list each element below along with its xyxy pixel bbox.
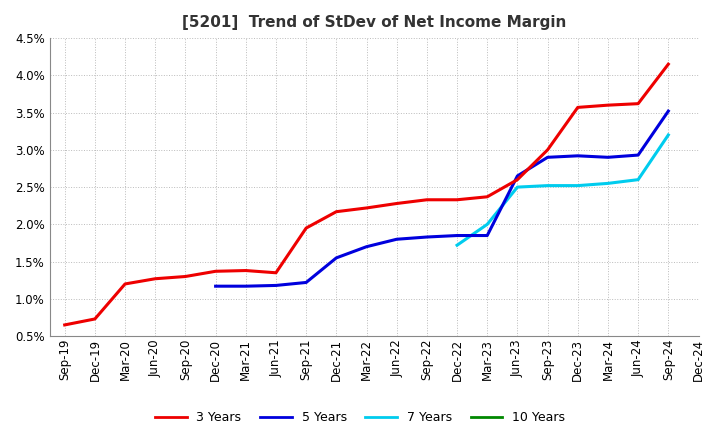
Legend: 3 Years, 5 Years, 7 Years, 10 Years: 3 Years, 5 Years, 7 Years, 10 Years (150, 407, 570, 429)
Title: [5201]  Trend of StDev of Net Income Margin: [5201] Trend of StDev of Net Income Marg… (182, 15, 566, 30)
